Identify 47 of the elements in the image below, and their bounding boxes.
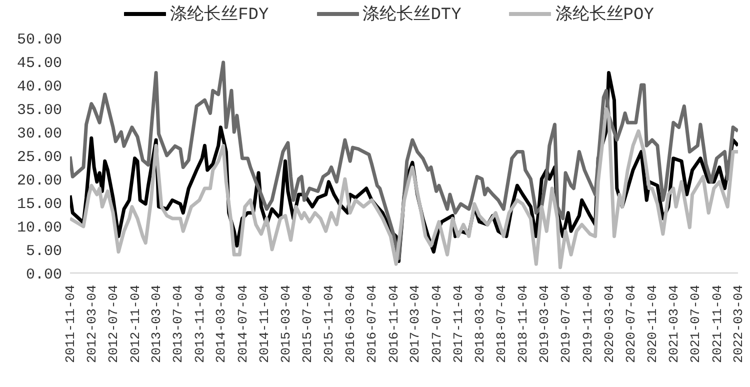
line-series — [70, 107, 738, 270]
y-tick-label: 15.00 — [16, 196, 62, 213]
x-tick-label: 2013-07-04 — [170, 284, 186, 364]
x-tick-label: 2019-11-04 — [580, 284, 596, 364]
x-tick-label: 2014-03-04 — [214, 284, 229, 364]
x-tick-label: 2017-07-04 — [429, 284, 444, 364]
y-tick-label: 40.00 — [16, 78, 62, 96]
legend-label: 涤纶长丝DTY — [362, 4, 462, 25]
x-tick-label: 2012-03-04 — [84, 284, 100, 364]
x-tick-label: 2013-03-04 — [149, 284, 164, 364]
y-tick-label: 10.00 — [16, 219, 62, 236]
x-tick-label: 2013-11-04 — [192, 284, 208, 364]
x-tick-label: 2017-03-04 — [408, 284, 423, 364]
x-tick-label: 2021-07-04 — [688, 284, 703, 364]
x-tick-label: 2020-07-04 — [623, 284, 638, 364]
y-tick-label: 45.00 — [16, 54, 62, 72]
legend-label: 涤纶长丝FDY — [170, 4, 269, 25]
x-tick-label: 2018-07-04 — [494, 284, 509, 364]
x-tick-label: 2018-11-04 — [516, 284, 531, 364]
x-tick-label: 2011-11-04 — [63, 284, 78, 364]
x-tick-label: 2012-11-04 — [128, 284, 143, 364]
x-tick-label: 2019-07-04 — [558, 284, 574, 364]
x-tick-label: 2015-07-04 — [300, 284, 315, 364]
x-tick-label: 2016-03-04 — [343, 284, 358, 364]
x-tick-label: 2017-11-04 — [451, 284, 466, 364]
x-tick-label: 2020-03-04 — [602, 284, 617, 364]
x-tick-label: 2019-03-04 — [536, 284, 552, 364]
x-tick-label: 2015-03-04 — [278, 284, 294, 364]
x-tick-label: 2021-11-04 — [710, 284, 725, 364]
y-tick-label: 20.00 — [16, 172, 62, 190]
y-tick-label: 30.00 — [16, 125, 62, 142]
x-tick-label: 2018-03-04 — [472, 284, 488, 364]
x-tick-label: 2014-11-04 — [257, 284, 272, 364]
y-tick-label: 0.00 — [26, 266, 62, 284]
legend-label: 涤纶长丝POY — [555, 4, 654, 25]
x-tick-label: 2016-07-04 — [364, 284, 380, 364]
y-tick-label: 35.00 — [16, 102, 62, 119]
x-tick-label: 2022-03-04 — [731, 284, 746, 364]
y-tick-label: 25.00 — [16, 148, 62, 166]
y-tick-label: 50.00 — [16, 31, 62, 48]
x-tick-label: 2021-03-04 — [666, 284, 682, 364]
y-tick-label: 5.00 — [26, 242, 62, 260]
x-tick-label: 2014-07-04 — [235, 284, 250, 364]
x-tick-label: 2016-11-04 — [386, 284, 402, 364]
x-tick-label: 2015-11-04 — [322, 284, 337, 364]
x-tick-label: 2020-11-04 — [645, 284, 660, 364]
x-tick-label: 2012-07-04 — [106, 284, 122, 364]
